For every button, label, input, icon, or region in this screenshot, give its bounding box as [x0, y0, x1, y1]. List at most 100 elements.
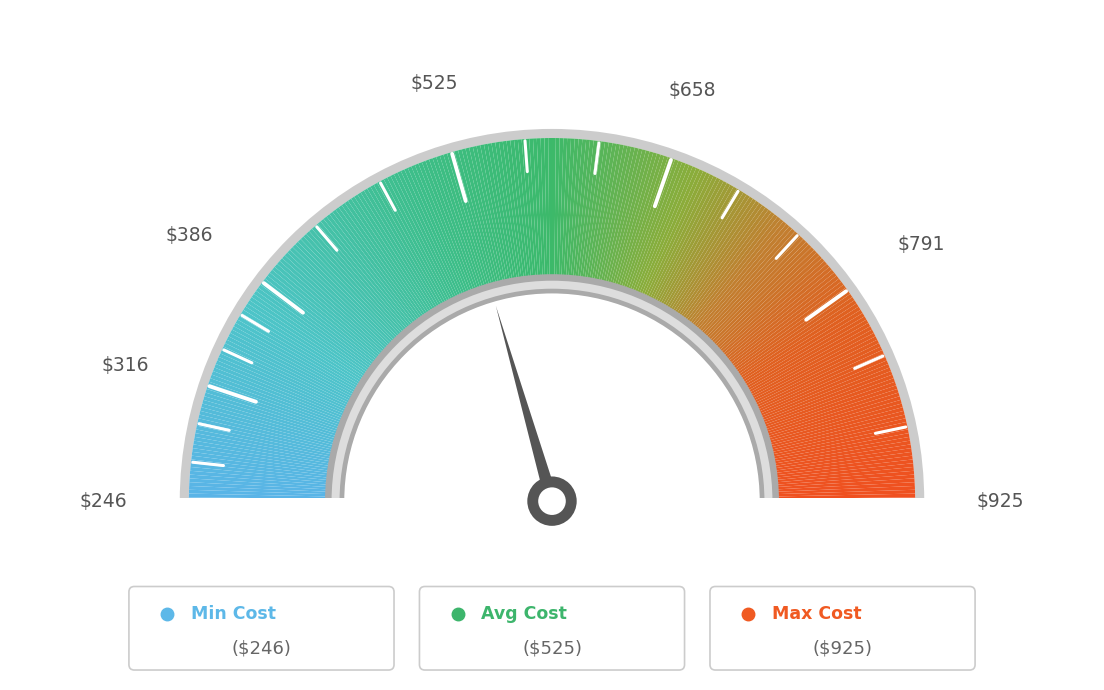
- Wedge shape: [704, 234, 800, 337]
- Wedge shape: [680, 203, 763, 317]
- Wedge shape: [660, 183, 730, 305]
- Wedge shape: [526, 139, 538, 277]
- Wedge shape: [232, 326, 354, 395]
- Wedge shape: [637, 165, 692, 293]
- Wedge shape: [381, 179, 448, 303]
- Wedge shape: [254, 290, 369, 373]
- Wedge shape: [469, 147, 503, 282]
- Wedge shape: [189, 493, 327, 499]
- Wedge shape: [729, 275, 839, 363]
- Wedge shape: [756, 350, 884, 410]
- Wedge shape: [507, 140, 527, 278]
- Wedge shape: [718, 255, 821, 351]
- Wedge shape: [212, 371, 342, 423]
- Polygon shape: [152, 497, 952, 647]
- Text: ($246): ($246): [232, 639, 291, 658]
- Wedge shape: [358, 193, 434, 311]
- Wedge shape: [687, 210, 772, 322]
- Wedge shape: [261, 282, 373, 367]
- Wedge shape: [630, 161, 682, 291]
- Wedge shape: [193, 444, 330, 469]
- Wedge shape: [777, 478, 914, 489]
- Wedge shape: [206, 385, 339, 431]
- Wedge shape: [773, 429, 909, 459]
- Wedge shape: [622, 156, 668, 288]
- Wedge shape: [772, 426, 907, 457]
- Wedge shape: [327, 214, 414, 325]
- Wedge shape: [743, 310, 862, 384]
- Wedge shape: [245, 304, 363, 380]
- Wedge shape: [641, 168, 700, 295]
- Wedge shape: [502, 141, 523, 278]
- Wedge shape: [250, 297, 365, 377]
- Wedge shape: [318, 221, 408, 329]
- Wedge shape: [760, 360, 889, 416]
- Wedge shape: [252, 294, 368, 375]
- Wedge shape: [191, 455, 329, 475]
- Wedge shape: [549, 138, 552, 276]
- Wedge shape: [604, 148, 638, 282]
- Wedge shape: [295, 241, 394, 342]
- Wedge shape: [323, 217, 412, 326]
- Wedge shape: [611, 150, 649, 284]
- Wedge shape: [285, 253, 388, 348]
- Wedge shape: [197, 422, 332, 454]
- Wedge shape: [225, 339, 350, 403]
- Wedge shape: [226, 336, 351, 401]
- Wedge shape: [736, 294, 852, 375]
- Circle shape: [528, 477, 576, 526]
- Wedge shape: [234, 323, 355, 393]
- Wedge shape: [368, 187, 439, 307]
- Wedge shape: [200, 411, 333, 447]
- Wedge shape: [263, 279, 374, 365]
- Wedge shape: [425, 159, 476, 290]
- Wedge shape: [590, 143, 616, 279]
- Text: ($925): ($925): [813, 639, 872, 658]
- Wedge shape: [775, 452, 912, 473]
- Wedge shape: [394, 172, 456, 299]
- Wedge shape: [554, 138, 560, 276]
- Wedge shape: [397, 171, 458, 297]
- Wedge shape: [215, 360, 344, 416]
- Wedge shape: [672, 195, 750, 313]
- Wedge shape: [711, 244, 811, 344]
- Wedge shape: [675, 197, 753, 314]
- Wedge shape: [461, 148, 498, 283]
- Wedge shape: [740, 300, 857, 379]
- Wedge shape: [720, 258, 825, 353]
- Wedge shape: [754, 339, 879, 403]
- Wedge shape: [304, 234, 400, 337]
- Wedge shape: [510, 140, 529, 277]
- Wedge shape: [418, 162, 471, 292]
- Wedge shape: [581, 141, 602, 278]
- Wedge shape: [283, 255, 386, 351]
- Wedge shape: [202, 400, 336, 441]
- Wedge shape: [758, 357, 887, 414]
- Wedge shape: [762, 368, 891, 420]
- Wedge shape: [518, 139, 533, 277]
- Wedge shape: [311, 226, 405, 333]
- Wedge shape: [749, 323, 870, 393]
- Wedge shape: [662, 185, 733, 306]
- Wedge shape: [237, 316, 358, 388]
- Wedge shape: [309, 229, 403, 334]
- Wedge shape: [702, 231, 798, 335]
- Wedge shape: [598, 146, 631, 282]
- Text: $316: $316: [102, 357, 149, 375]
- Wedge shape: [458, 150, 496, 284]
- Wedge shape: [739, 297, 854, 377]
- Wedge shape: [201, 404, 336, 443]
- Wedge shape: [721, 261, 827, 354]
- Wedge shape: [200, 407, 335, 445]
- Wedge shape: [750, 326, 872, 395]
- Wedge shape: [514, 139, 531, 277]
- Wedge shape: [757, 353, 885, 412]
- Wedge shape: [407, 166, 465, 295]
- Wedge shape: [429, 158, 478, 289]
- Wedge shape: [488, 143, 514, 279]
- Wedge shape: [208, 382, 339, 429]
- Wedge shape: [537, 138, 545, 276]
- Wedge shape: [644, 170, 703, 297]
- Wedge shape: [277, 261, 383, 354]
- Wedge shape: [190, 467, 328, 482]
